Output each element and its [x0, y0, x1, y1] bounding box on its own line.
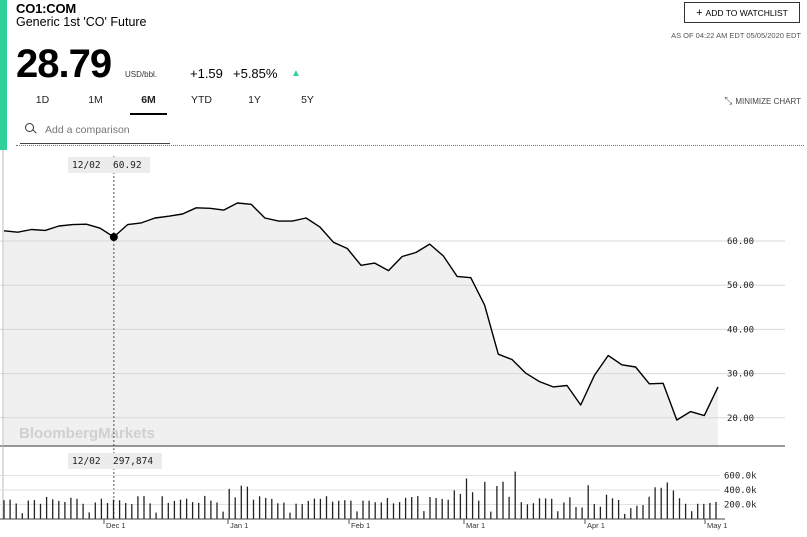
collapse-arrows-icon: ⤡ — [724, 96, 733, 107]
price-change: +1.59 — [190, 66, 223, 81]
ticker-symbol: CO1:COM — [16, 1, 76, 16]
tooltip-price: 60.92 — [113, 160, 142, 171]
x-tick-label: Mar 1 — [466, 521, 485, 530]
range-tab-1m[interactable]: 1M — [88, 94, 103, 106]
tooltip-date: 12/02 — [72, 160, 101, 171]
y-tick-label: 20.00 — [727, 414, 754, 424]
range-tab-5y[interactable]: 5Y — [301, 94, 314, 106]
tooltip-volume-date: 12/02 — [72, 456, 101, 467]
watermark-logo: BloombergMarkets — [19, 425, 155, 442]
volume-tooltip — [68, 453, 162, 469]
add-to-watchlist-button[interactable]: + ADD TO WATCHLIST — [684, 2, 800, 23]
comparison-search — [20, 117, 170, 144]
y-tick-label: 50.00 — [727, 281, 754, 291]
price-line — [3, 202, 719, 421]
plus-icon: + — [696, 6, 703, 19]
x-tick-label: Feb 1 — [351, 521, 370, 530]
price-unit: USD/bbl. — [125, 70, 158, 79]
x-tick-label: Apr 1 — [587, 521, 605, 530]
instrument-name: Generic 1st 'CO' Future — [16, 15, 147, 29]
comparison-input[interactable] — [43, 123, 167, 137]
y-tick-label: 40.00 — [727, 325, 754, 335]
price-area — [4, 203, 718, 446]
range-tab-1y[interactable]: 1Y — [248, 94, 261, 106]
x-tick-label: Dec 1 — [106, 521, 126, 530]
watchlist-label: ADD TO WATCHLIST — [705, 7, 788, 18]
volume-tick-label: 600.0k — [724, 472, 757, 482]
volume-tick-label: 200.0k — [724, 501, 757, 511]
range-tabs: 1D 1M 6M YTD 1Y 5Y — [16, 94, 334, 115]
volume-tick-label: 400.0k — [724, 486, 757, 496]
range-tab-ytd[interactable]: YTD — [191, 94, 212, 106]
price-change-percent: +5.85% — [233, 66, 278, 81]
accent-bar — [0, 0, 7, 228]
x-tick-label: May 1 — [707, 521, 727, 530]
y-tick-label: 60.00 — [727, 237, 754, 247]
crosshair-marker — [109, 233, 118, 242]
search-icon — [25, 123, 39, 137]
minimize-chart-button[interactable]: ⤡ MINIMIZE CHART — [724, 96, 801, 107]
minimize-label: MINIMIZE CHART — [735, 97, 801, 106]
up-triangle-icon: ▲ — [291, 68, 301, 79]
range-tab-1d[interactable]: 1D — [35, 94, 50, 106]
price-tooltip — [68, 157, 150, 173]
as-of-timestamp: AS OF 04:22 AM EDT 05/05/2020 EDT — [671, 31, 801, 40]
x-tick-label: Jan 1 — [230, 521, 248, 530]
y-tick-label: 30.00 — [727, 370, 754, 380]
last-price: 28.79 — [16, 42, 112, 86]
divider — [16, 145, 804, 146]
range-tab-6m[interactable]: 6M — [122, 94, 175, 115]
tooltip-volume: 297,874 — [113, 456, 153, 467]
